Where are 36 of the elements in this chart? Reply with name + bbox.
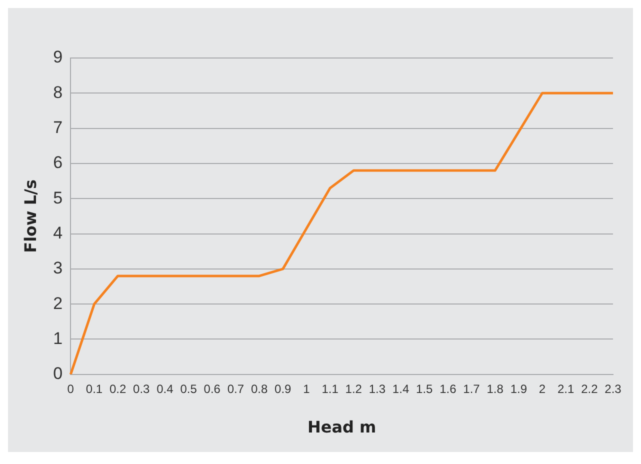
x-tick-label: 2.1 — [557, 382, 575, 396]
x-tick-label: 0.4 — [156, 382, 174, 396]
y-tick-label: 8 — [53, 82, 63, 102]
x-tick-label: 0.6 — [204, 382, 221, 396]
x-tick-label: 1.2 — [345, 382, 362, 396]
y-tick-label: 4 — [53, 223, 63, 242]
x-tick-label: 0.5 — [180, 382, 198, 396]
x-tick-label: 1.5 — [416, 382, 434, 396]
x-tick-label: 1.6 — [440, 382, 457, 396]
x-tick-label: 2.2 — [581, 382, 598, 396]
x-tick-label: 1 — [303, 382, 310, 396]
x-tick-label: 2 — [538, 382, 546, 396]
x-tick-label: 0.7 — [227, 382, 244, 396]
y-tick-label: 9 — [53, 48, 63, 67]
y-tick-label: 3 — [53, 258, 63, 278]
x-tick-label: 1.8 — [486, 382, 504, 396]
x-tick-label: 0.1 — [86, 382, 103, 396]
y-tick-label: 2 — [53, 294, 63, 313]
x-tick-label: 0.8 — [250, 382, 268, 396]
y-tick-label: 7 — [53, 118, 63, 137]
x-tick-label: 0 — [67, 382, 74, 396]
y-tick-label: 5 — [53, 188, 63, 208]
x-tick-label: 1.3 — [368, 382, 386, 396]
y-tick-label: 0 — [53, 364, 63, 384]
x-tick-label: 0.9 — [274, 382, 292, 396]
x-tick-label: 1.7 — [463, 382, 480, 396]
x-tick-label: 1.4 — [392, 382, 410, 396]
x-tick-label: 0.2 — [109, 382, 126, 396]
x-tick-label: 1.1 — [322, 382, 339, 396]
y-tick-label: 6 — [53, 153, 63, 172]
x-axis-title: Head m — [307, 418, 376, 437]
y-tick-label: 1 — [53, 328, 63, 348]
y-axis-title: Flow L/s — [20, 180, 40, 253]
x-tick-label: 1.9 — [510, 382, 528, 396]
x-tick-label: 2.3 — [604, 382, 622, 396]
x-tick-label: 0.3 — [133, 382, 150, 396]
